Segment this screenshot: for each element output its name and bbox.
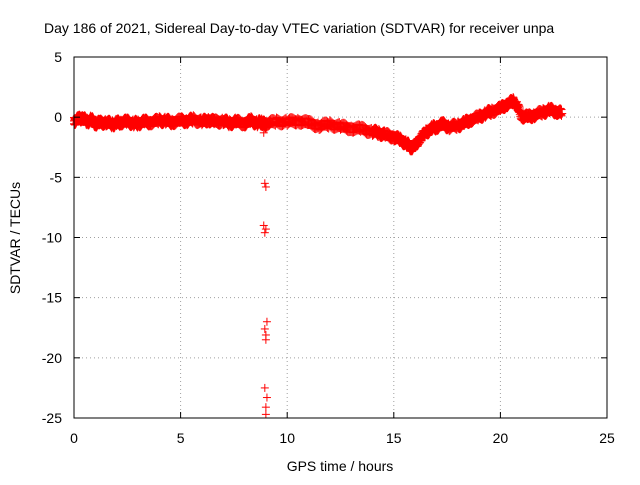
- x-tick-label: 20: [493, 430, 509, 446]
- outlier-point: [261, 225, 270, 234]
- outlier-point: [259, 221, 268, 230]
- outlier-point: [260, 179, 269, 188]
- outlier-point: [262, 393, 271, 402]
- outlier-point: [260, 228, 269, 237]
- x-tick-label: 10: [279, 430, 295, 446]
- y-tick-label: 0: [54, 109, 62, 125]
- outlier-point: [261, 410, 270, 419]
- x-tick-label: 0: [70, 430, 78, 446]
- outlier-point: [259, 128, 268, 137]
- outlier-point: [260, 324, 269, 333]
- x-tick-label: 5: [177, 430, 185, 446]
- data-point: [558, 109, 567, 118]
- y-tick-label: -15: [42, 290, 62, 306]
- x-tick-label: 25: [599, 430, 615, 446]
- y-axis-label: SDTVAR / TECUs: [7, 182, 23, 294]
- outlier-point: [262, 317, 271, 326]
- x-axis-label: GPS time / hours: [287, 458, 394, 474]
- chart-title: Day 186 of 2021, Sidereal Day-to-day VTE…: [44, 20, 554, 36]
- tick-labels: 0 5 10 15 20 25 5 0 -5 -10 -15 -20 -25: [42, 49, 615, 446]
- axis-ticks: [73, 56, 608, 419]
- data-point: [557, 105, 566, 114]
- y-tick-label: 5: [54, 49, 62, 65]
- y-tick-label: -10: [42, 230, 62, 246]
- outlier-point: [261, 403, 270, 412]
- y-tick-label: -25: [42, 410, 62, 426]
- data-points: [70, 93, 567, 419]
- outlier-point: [261, 121, 270, 130]
- outlier-point: [260, 383, 269, 392]
- data-point: [556, 104, 565, 113]
- x-tick-label: 15: [386, 430, 402, 446]
- y-tick-label: -20: [42, 350, 62, 366]
- y-tick-label: -5: [50, 169, 63, 185]
- outlier-point: [261, 335, 270, 344]
- data-point: [396, 131, 405, 140]
- outlier-point: [261, 182, 270, 191]
